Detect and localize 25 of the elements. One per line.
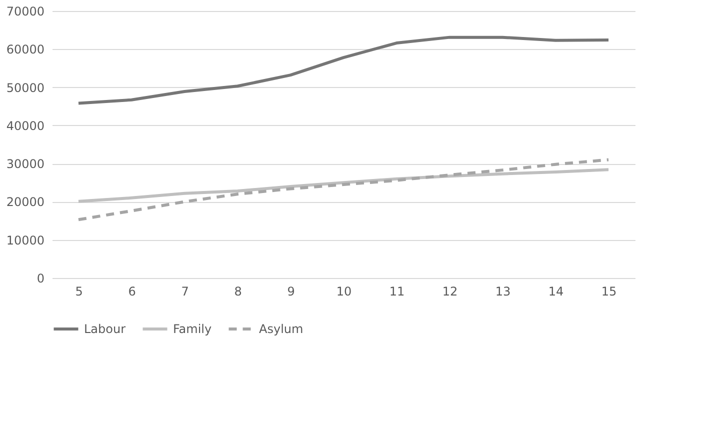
x-tick-label: 11 [389, 284, 405, 298]
y-tick-label: 0 [36, 272, 44, 286]
y-tick-label: 10000 [6, 233, 44, 248]
x-tick-label: 6 [128, 284, 136, 298]
x-tick-label: 9 [287, 284, 295, 298]
legend-label: Asylum [259, 322, 304, 336]
y-tick-label: 70000 [6, 4, 44, 18]
line-series [77, 36, 610, 105]
x-tick-label: 14 [548, 284, 564, 298]
legend-label: Labour [84, 322, 126, 336]
line-series [77, 158, 610, 222]
x-tick-label: 7 [181, 284, 189, 298]
y-tick-label: 20000 [6, 195, 44, 210]
legend-label: Family [173, 322, 212, 336]
y-tick-label: 40000 [6, 118, 44, 133]
line-series [77, 168, 610, 203]
x-tick-label: 10 [336, 284, 352, 298]
x-tick-label: 12 [442, 284, 458, 298]
x-tick-label: 15 [601, 284, 617, 298]
x-tick-label: 8 [234, 284, 242, 298]
x-tick-label: 13 [495, 284, 511, 298]
y-tick-label: 30000 [6, 157, 44, 172]
y-tick-label: 50000 [6, 80, 44, 95]
y-tick-label: 60000 [6, 42, 44, 57]
x-tick-label: 5 [75, 284, 83, 298]
